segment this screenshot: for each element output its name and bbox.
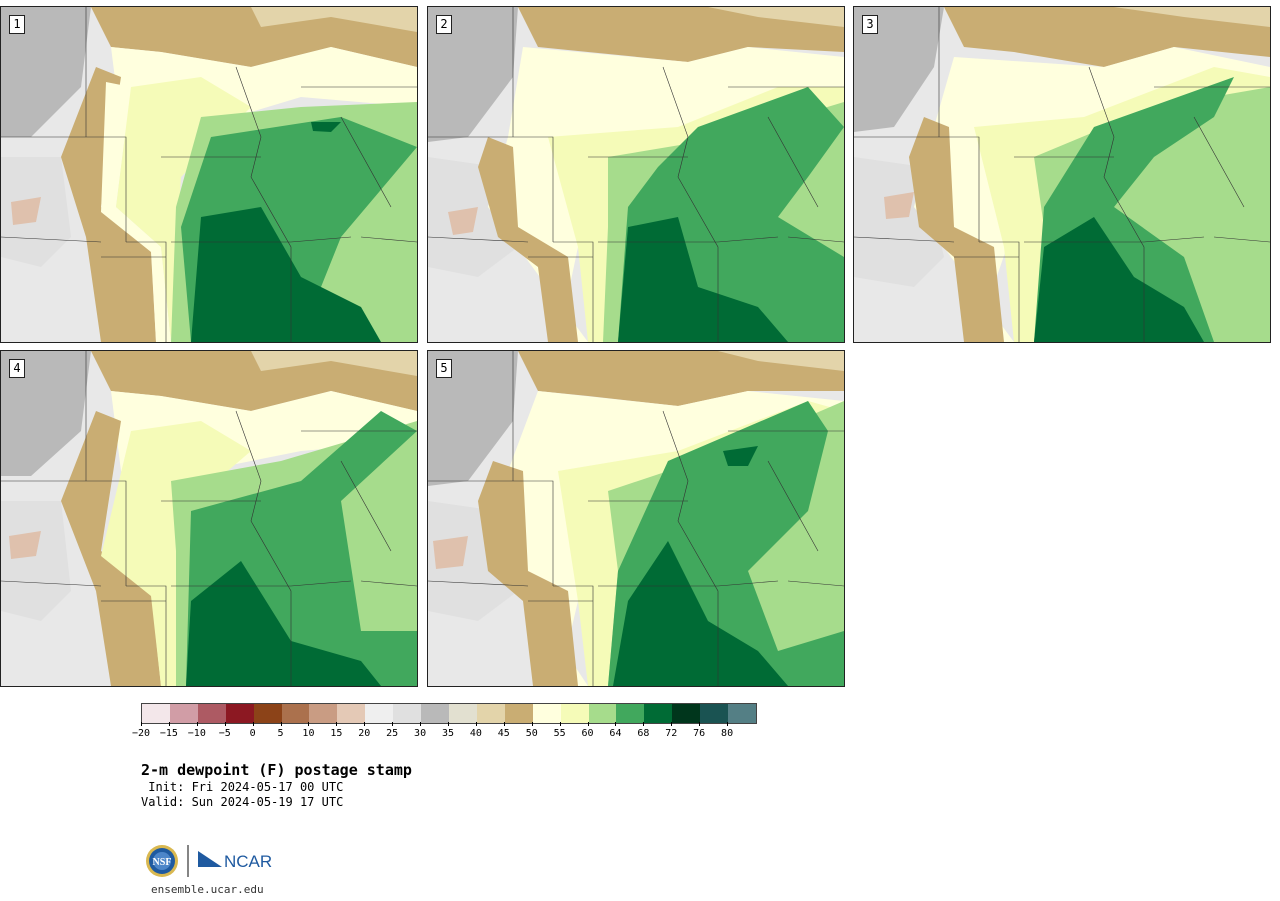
colorbar-tick bbox=[364, 722, 366, 726]
colorbar-tick-label: 0 bbox=[249, 728, 256, 739]
colorbar-tick-label: −5 bbox=[218, 728, 231, 739]
colorbar-ticks: −20 −15 −10 −5 0 5 10 15 20 25 30 35 40 45 50 55 60 64 68 7… bbox=[132, 722, 757, 742]
colorbar-segment bbox=[337, 704, 366, 723]
colorbar-tick-label: 25 bbox=[386, 728, 399, 739]
colorbar-tick-label: 45 bbox=[497, 728, 510, 739]
svg-text:NSF: NSF bbox=[153, 857, 172, 868]
colorbar-tick-label: 40 bbox=[469, 728, 482, 739]
colorbar-segment bbox=[281, 704, 310, 723]
colorbar-segment bbox=[197, 704, 226, 723]
nsf-ncar-logo: NSF NCAR bbox=[146, 845, 272, 877]
figure-title: 2-m dewpoint (F) postage stamp bbox=[141, 761, 412, 779]
colorbar-tick-label: 20 bbox=[358, 728, 371, 739]
colorbar-tick bbox=[196, 722, 198, 726]
colorbar-segment bbox=[421, 704, 449, 723]
colorbar-segment bbox=[532, 704, 561, 723]
colorbar-tick-label: 35 bbox=[441, 728, 455, 739]
colorbar-tick-label: 76 bbox=[693, 728, 706, 739]
colorbar-tick bbox=[531, 722, 533, 726]
colorbar-tick-label: 10 bbox=[302, 728, 315, 739]
colorbar-tick bbox=[141, 722, 142, 726]
colorbar-segment bbox=[588, 704, 617, 723]
colorbar-tick bbox=[448, 722, 449, 726]
colorbar-tick bbox=[168, 722, 170, 726]
panel-number: 5 bbox=[436, 359, 452, 378]
colorbar-tick bbox=[392, 722, 394, 726]
colorbar-tick-label: 64 bbox=[609, 728, 622, 739]
colorbar-tick bbox=[587, 722, 589, 726]
colorbar-segment bbox=[169, 704, 198, 723]
colorbar-tick-label: 5 bbox=[277, 728, 284, 739]
stamp-panel-2[interactable]: 2 bbox=[427, 6, 845, 343]
colorbar bbox=[141, 703, 757, 724]
colorbar-segment bbox=[504, 704, 533, 723]
colorbar-segment bbox=[142, 704, 170, 723]
colorbar-tick-label: 50 bbox=[525, 728, 538, 739]
svg-text:NCAR: NCAR bbox=[224, 852, 272, 871]
dewpoint-map bbox=[1, 7, 417, 342]
panel-number: 2 bbox=[436, 15, 452, 34]
colorbar-segment bbox=[728, 704, 756, 723]
site-url: ensemble.ucar.edu bbox=[151, 883, 264, 896]
dewpoint-map bbox=[1, 351, 417, 686]
colorbar-tick bbox=[615, 722, 617, 726]
colorbar-tick-label: 15 bbox=[330, 728, 343, 739]
dewpoint-map bbox=[428, 7, 844, 342]
colorbar-segment bbox=[672, 704, 701, 723]
colorbar-tick bbox=[727, 722, 729, 726]
colorbar-tick-label: 72 bbox=[665, 728, 678, 739]
colorbar-tick bbox=[224, 722, 226, 726]
colorbar-tick-label: 68 bbox=[637, 728, 650, 739]
colorbar-tick bbox=[252, 722, 254, 726]
colorbar-tick-label: −15 bbox=[159, 728, 178, 739]
colorbar-tick-label: 55 bbox=[553, 728, 566, 739]
colorbar-tick bbox=[699, 722, 701, 726]
colorbar-tick bbox=[475, 722, 477, 726]
colorbar-tick bbox=[643, 722, 645, 726]
colorbar-tick bbox=[503, 722, 505, 726]
colorbar-segment bbox=[448, 704, 477, 723]
colorbar-tick-label: −10 bbox=[187, 728, 206, 739]
stamp-panel-5[interactable]: 5 bbox=[427, 350, 845, 687]
stamp-panel-3[interactable]: 3 bbox=[853, 6, 1271, 343]
colorbar-tick bbox=[559, 722, 561, 726]
colorbar-segment bbox=[560, 704, 589, 723]
colorbar-tick bbox=[420, 722, 422, 726]
init-time: Init: Fri 2024-05-17 00 UTC bbox=[141, 780, 344, 794]
stamp-panel-4[interactable]: 4 bbox=[0, 350, 418, 687]
colorbar-tick bbox=[280, 722, 282, 726]
colorbar-segment bbox=[365, 704, 394, 723]
colorbar-tick bbox=[308, 722, 310, 726]
colorbar-segment bbox=[616, 704, 645, 723]
colorbar-tick bbox=[671, 722, 673, 726]
colorbar-segment bbox=[225, 704, 254, 723]
colorbar-tick-label: −20 bbox=[131, 728, 151, 739]
panel-number: 3 bbox=[862, 15, 878, 34]
panel-number: 4 bbox=[9, 359, 25, 378]
colorbar-tick-label: 80 bbox=[721, 728, 734, 739]
colorbar-segment bbox=[476, 704, 505, 723]
dewpoint-map bbox=[428, 351, 844, 686]
colorbar-segment bbox=[700, 704, 729, 723]
dewpoint-map bbox=[854, 7, 1270, 342]
colorbar-segment bbox=[644, 704, 673, 723]
valid-time: Valid: Sun 2024-05-19 17 UTC bbox=[141, 795, 344, 809]
colorbar-segment bbox=[309, 704, 338, 723]
colorbar-tick-label: 30 bbox=[414, 728, 427, 739]
colorbar-segment bbox=[393, 704, 422, 723]
colorbar-tick bbox=[336, 722, 338, 726]
stamp-panel-1[interactable]: 1 bbox=[0, 6, 418, 343]
colorbar-segment bbox=[253, 704, 282, 723]
colorbar-tick-label: 60 bbox=[581, 728, 594, 739]
logo-group: NSF NCAR bbox=[144, 843, 274, 881]
panel-number: 1 bbox=[9, 15, 25, 34]
